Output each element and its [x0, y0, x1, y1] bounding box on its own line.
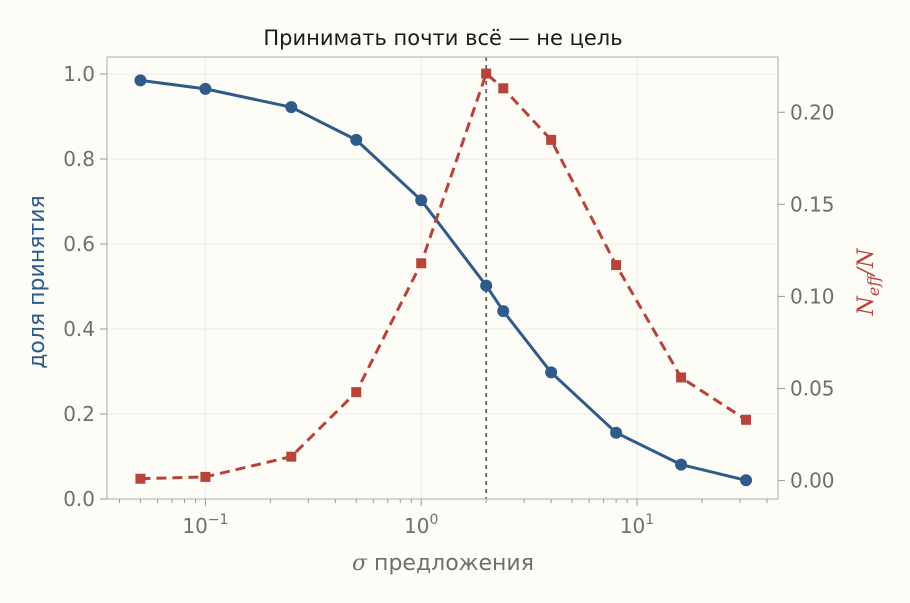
data-point — [415, 194, 428, 207]
data-point — [286, 451, 297, 462]
data-point — [741, 414, 752, 425]
series-1 — [134, 74, 753, 487]
y-left-tick-label: 0.0 — [63, 487, 95, 511]
data-point — [200, 471, 211, 482]
plot-background — [107, 57, 778, 499]
data-point — [497, 305, 510, 318]
y-right-ticks: 0.00 0.05 0.10 0.15 0.20 — [778, 100, 835, 493]
x-tick-label: 100 — [404, 512, 438, 538]
y-right-axis-label: Neff/N — [854, 248, 883, 316]
data-point — [351, 387, 362, 398]
data-point — [611, 260, 622, 271]
data-point — [740, 474, 753, 487]
y-left-tick-label: 0.6 — [63, 232, 95, 256]
data-point — [285, 101, 298, 114]
y-left-ticks: 0.0 0.2 0.4 0.6 0.8 1.0 — [63, 62, 107, 511]
y-right-tick-label: 0.10 — [790, 284, 835, 308]
y-left-tick-label: 0.2 — [63, 402, 95, 426]
plot-frame — [106, 56, 779, 500]
x-tick-exponent: 1 — [645, 512, 654, 528]
y-right-tick-label: 0.05 — [790, 377, 835, 401]
data-point — [134, 74, 147, 87]
plot-area: 10−1 100 1010.00.20.40.60.81.00.000.050.10… — [63, 56, 835, 538]
data-point — [199, 82, 212, 95]
series-2 — [135, 68, 752, 484]
data-point — [416, 258, 427, 269]
x-axis-label: σ предложения — [352, 551, 534, 576]
data-point — [350, 133, 363, 146]
chart-title: Принимать почти всё — не цель — [263, 26, 622, 50]
data-point — [498, 83, 509, 94]
y-left-tick-label: 1.0 — [63, 62, 95, 86]
data-point — [676, 372, 687, 383]
y-left-tick-label: 0.4 — [63, 317, 95, 341]
data-point — [481, 68, 492, 79]
y-right-label-tail: /N — [854, 248, 879, 277]
y-right-tick-label: 0.15 — [790, 192, 835, 216]
x-axis-label-text: предложения — [367, 551, 534, 576]
y-right-tick-label: 0.20 — [790, 100, 835, 124]
data-point — [546, 134, 557, 145]
data-point — [480, 279, 493, 292]
y-left-tick-label: 0.8 — [63, 147, 95, 171]
x-tick-base: 10 — [182, 514, 207, 538]
y-right-label-main: N — [854, 295, 879, 316]
data-point — [610, 426, 623, 439]
x-tick-exponent: 0 — [429, 512, 438, 528]
x-tick-label: 101 — [620, 512, 654, 538]
x-tick-label: 10−1 — [182, 512, 228, 538]
x-tick-exponent: −1 — [208, 512, 229, 528]
x-tick-base: 10 — [404, 514, 429, 538]
x-tick-base: 10 — [620, 514, 645, 538]
x-axis-label-symbol: σ — [352, 551, 368, 576]
data-point — [675, 458, 688, 471]
y-left-axis-label: доля принятия — [25, 195, 50, 369]
data-point — [135, 473, 146, 484]
y-right-label-sub: eff — [864, 273, 883, 296]
y-right-tick-label: 0.00 — [790, 469, 835, 493]
x-axis-ticks: 10−1 100 101 — [119, 499, 768, 538]
series-2-line — [140, 72, 747, 481]
data-point — [545, 366, 558, 379]
